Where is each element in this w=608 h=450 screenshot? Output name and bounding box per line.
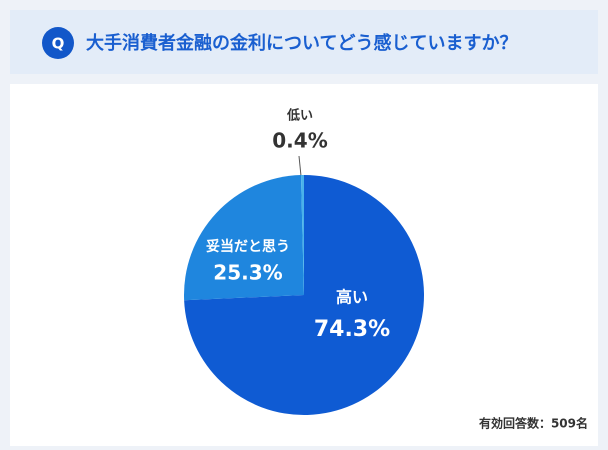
value-label: 25.3% xyxy=(213,261,282,285)
question-marker: Q xyxy=(52,35,65,53)
pie-slice xyxy=(184,175,425,415)
category-label: 妥当だと思う xyxy=(206,238,290,255)
note: 有効回答数：509名 xyxy=(479,416,588,431)
value-label: 74.3% xyxy=(314,317,390,342)
category-label: 低い xyxy=(286,108,313,124)
leader-line xyxy=(298,155,302,177)
question-icon xyxy=(42,27,74,59)
pie-slice xyxy=(184,175,304,301)
question-header xyxy=(10,10,598,74)
category-label: 高い xyxy=(336,288,368,307)
pie-slice xyxy=(300,175,304,295)
chart-title: 大手消費者金融の金利についてどう感じていますか？ xyxy=(86,32,517,54)
value-label: 0.4% xyxy=(272,129,327,153)
